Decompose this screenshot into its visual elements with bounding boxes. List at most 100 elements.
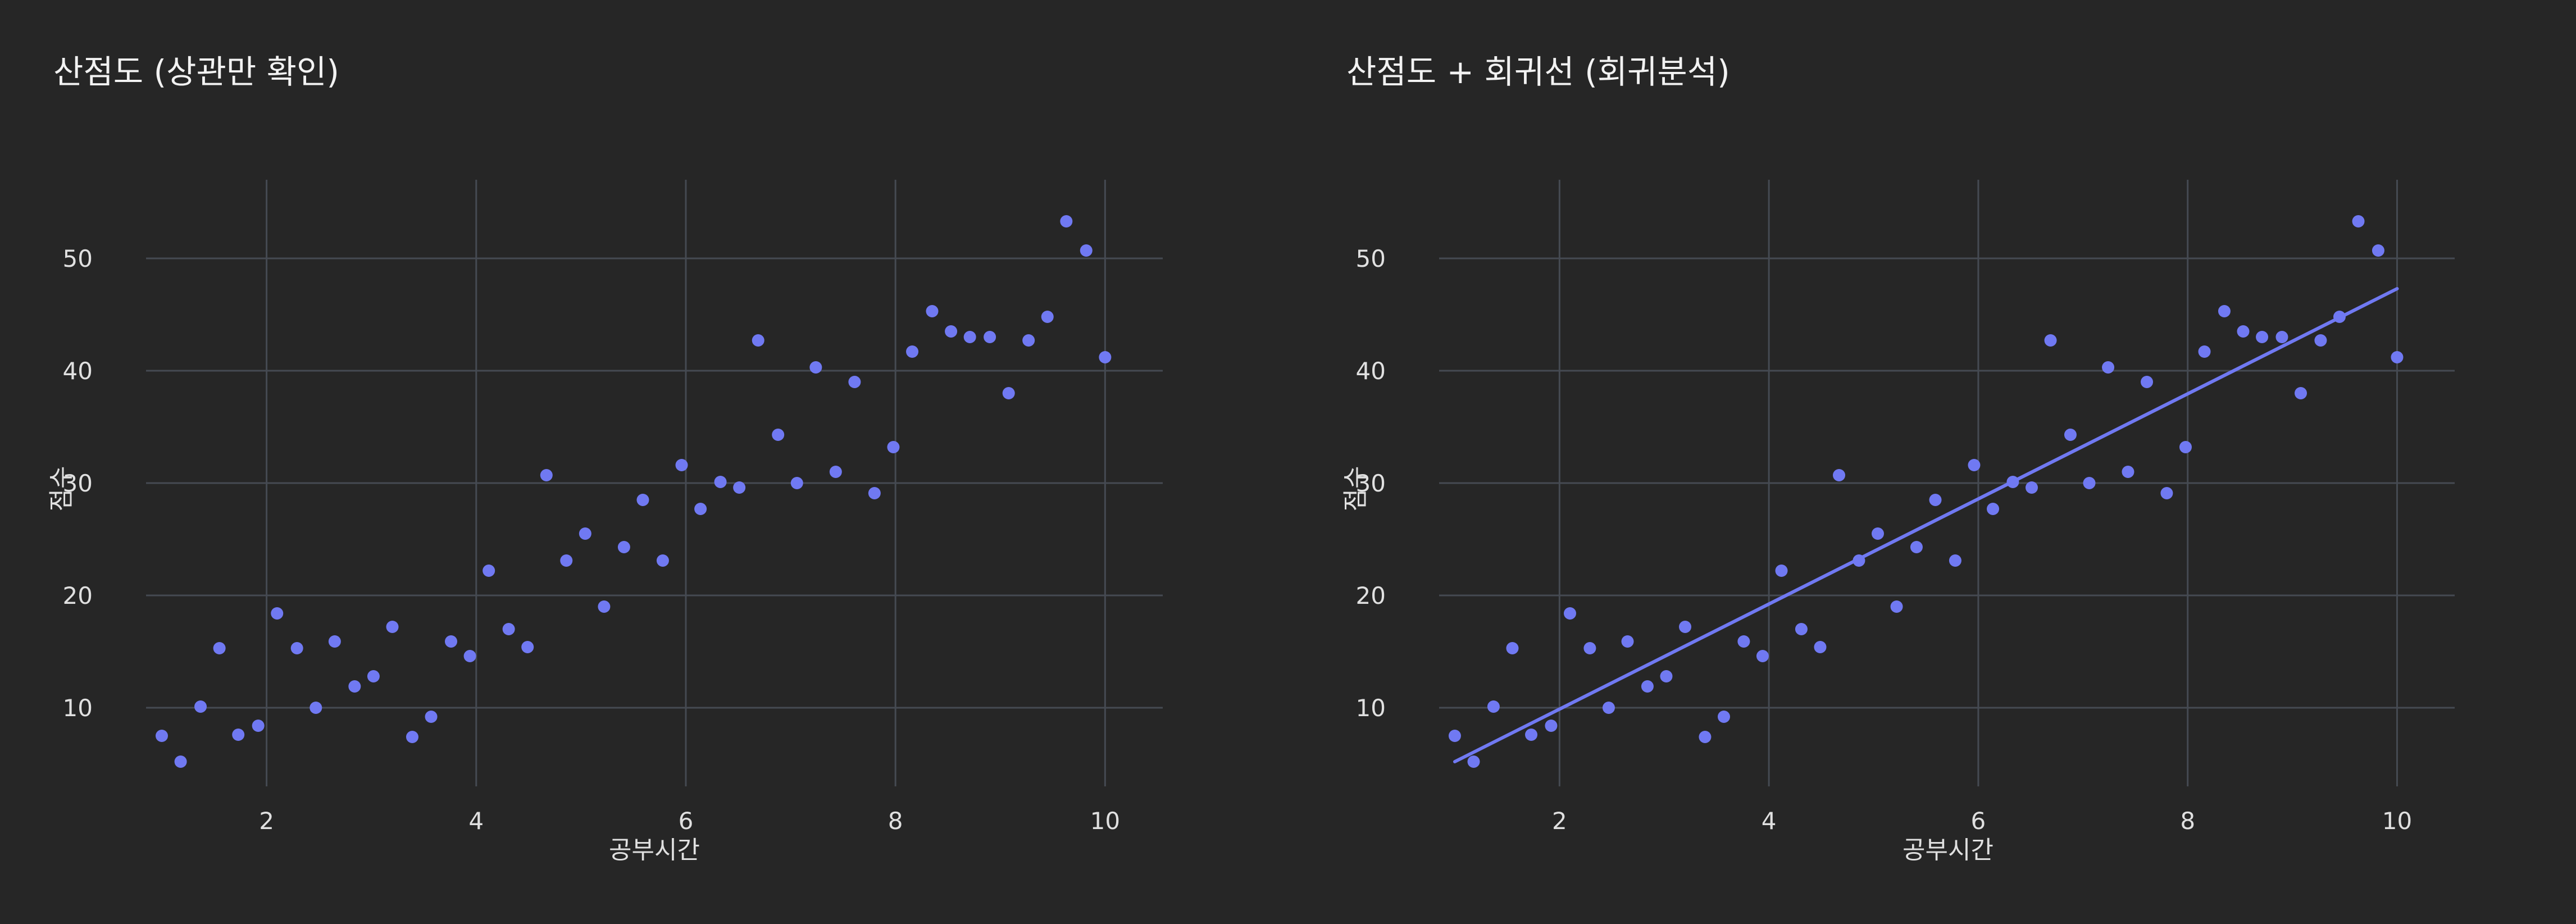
data-point <box>772 429 785 441</box>
data-point <box>252 720 265 732</box>
data-point <box>809 361 822 374</box>
data-point <box>1833 469 1846 481</box>
data-point <box>2237 325 2250 338</box>
data-point <box>1968 459 1981 471</box>
x-tick-label: 10 <box>1090 807 1120 835</box>
data-point <box>656 554 669 567</box>
y-tick-labels: 10 20 30 40 50 <box>63 245 93 722</box>
data-point <box>1641 680 1654 693</box>
data-point <box>290 642 303 654</box>
x-tick-label: 10 <box>2382 807 2412 835</box>
data-point <box>1099 351 1112 363</box>
regression-line-group <box>1453 287 2399 763</box>
data-point <box>1041 311 1054 323</box>
data-point <box>2372 244 2384 257</box>
y-tick-label: 30 <box>63 470 93 497</box>
regression-line <box>1453 287 2399 763</box>
data-point <box>2314 334 2327 347</box>
gridlines <box>146 180 1163 786</box>
x-axis-label: 공부시간 <box>609 836 700 864</box>
data-point <box>1949 554 1961 567</box>
data-point <box>406 731 418 743</box>
data-point <box>1737 635 1750 648</box>
data-point <box>675 459 688 471</box>
data-point <box>348 680 361 693</box>
x-tick-label: 2 <box>259 807 274 835</box>
data-point <box>887 441 900 453</box>
data-point <box>1080 244 1093 257</box>
data-point <box>2198 345 2211 358</box>
y-axis-label: 점수 <box>47 466 76 512</box>
data-point <box>328 635 341 648</box>
data-point <box>1890 600 1903 613</box>
y-axis-label: 점수 <box>1341 466 1370 512</box>
data-point <box>560 554 573 567</box>
data-point <box>2025 481 2038 494</box>
y-tick-label: 30 <box>1356 470 1386 497</box>
data-point <box>1871 527 1884 540</box>
data-point <box>1487 700 1500 713</box>
data-point <box>386 621 399 633</box>
data-point <box>2141 376 2154 388</box>
data-point <box>1699 731 1712 743</box>
data-point <box>502 623 515 635</box>
data-point <box>790 477 803 489</box>
data-point <box>1987 503 2000 515</box>
data-point <box>521 641 534 653</box>
x-tick-labels: 2 4 6 8 10 <box>1552 807 2412 835</box>
data-point <box>174 755 187 768</box>
x-tick-label: 8 <box>888 807 903 835</box>
x-tick-label: 6 <box>679 807 694 835</box>
y-tick-label: 40 <box>1356 357 1386 385</box>
x-tick-label: 8 <box>2180 807 2195 835</box>
data-point <box>2083 477 2096 489</box>
data-point <box>1545 720 1558 732</box>
data-point <box>926 305 939 317</box>
y-tick-label: 40 <box>63 357 93 385</box>
data-point <box>2256 331 2269 343</box>
data-point <box>155 730 168 742</box>
data-point <box>1929 494 1942 506</box>
data-point <box>2218 305 2231 317</box>
data-point <box>2064 429 2077 441</box>
data-point <box>1679 621 1692 633</box>
data-point <box>1795 623 1808 635</box>
y-tick-label: 10 <box>1356 694 1386 722</box>
y-tick-label: 10 <box>63 694 93 722</box>
data-point <box>540 469 553 481</box>
y-tick-label: 50 <box>1356 245 1386 272</box>
data-point <box>906 345 919 358</box>
x-tick-label: 6 <box>1971 807 1986 835</box>
data-point <box>2122 466 2134 478</box>
x-tick-label: 4 <box>1762 807 1777 835</box>
data-point <box>445 635 457 648</box>
scatter-points <box>155 215 1112 768</box>
x-tick-label: 4 <box>468 807 484 835</box>
data-point <box>483 565 495 577</box>
data-point <box>1775 565 1788 577</box>
chart-title: 산점도 + 회귀선 (회귀분석) <box>1346 53 1730 91</box>
data-point <box>714 476 727 488</box>
data-point <box>2275 331 2288 343</box>
data-point <box>694 503 707 515</box>
data-point <box>868 487 881 499</box>
data-point <box>848 376 861 388</box>
chart-title: 산점도 (상관만 확인) <box>53 53 339 91</box>
data-point <box>1448 730 1461 742</box>
data-point <box>2044 334 2057 347</box>
data-point <box>2352 215 2365 227</box>
data-point <box>829 466 842 478</box>
data-point <box>1717 711 1730 723</box>
x-axis-label: 공부시간 <box>1903 836 1994 864</box>
data-point <box>598 600 611 613</box>
data-point <box>1022 334 1035 347</box>
data-point <box>2391 351 2404 363</box>
data-point <box>1814 641 1827 653</box>
data-point <box>1525 729 1538 741</box>
data-point <box>1506 642 1519 654</box>
data-point <box>232 729 245 741</box>
data-point <box>2295 387 2308 399</box>
data-point <box>984 331 996 343</box>
data-point <box>463 650 476 662</box>
